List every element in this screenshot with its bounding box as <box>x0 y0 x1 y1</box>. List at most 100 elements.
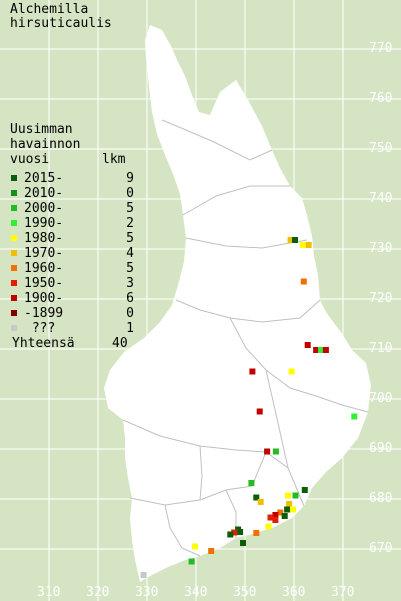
legend-period-label: 1950- <box>24 276 64 291</box>
species-name-line1: Alchemilla <box>10 2 89 17</box>
legend-period-label: 1960- <box>24 261 64 276</box>
y-tick-label: 670 <box>369 541 393 556</box>
x-tick-label: 360 <box>282 585 306 600</box>
observation-marker <box>313 347 320 353</box>
legend-swatch <box>11 250 17 256</box>
legend-period-label: 1990- <box>24 216 64 231</box>
legend-period-label: -1899 <box>24 306 64 321</box>
legend-period-label: 2000- <box>24 201 64 216</box>
y-tick-label: 720 <box>369 291 393 306</box>
observation-marker <box>188 558 195 565</box>
observation-marker <box>272 517 279 523</box>
observation-marker <box>300 278 307 285</box>
observation-marker <box>292 492 299 499</box>
observation-marker <box>318 347 324 353</box>
observation-marker <box>281 513 288 519</box>
x-tick-label: 350 <box>233 585 257 600</box>
x-tick-label: 310 <box>37 585 61 600</box>
legend-count: 5 <box>126 261 134 276</box>
observation-marker <box>140 572 147 578</box>
observation-marker <box>253 530 260 536</box>
observation-marker <box>277 509 284 516</box>
y-tick-label: 750 <box>369 141 393 156</box>
x-tick-label: 320 <box>86 585 110 600</box>
species-name-line2: hirsuticaulis <box>10 16 112 31</box>
legend-swatch <box>11 190 17 196</box>
x-tick-label: 340 <box>184 585 208 600</box>
observation-marker <box>264 448 271 455</box>
observation-marker <box>237 529 244 535</box>
observation-marker <box>351 413 358 420</box>
y-tick-label: 700 <box>369 391 393 406</box>
observation-marker <box>286 501 293 507</box>
observation-marker <box>249 368 256 375</box>
legend-count: 3 <box>126 276 134 291</box>
observation-marker <box>256 408 263 415</box>
observation-marker <box>253 494 260 501</box>
y-tick-label: 730 <box>369 241 393 256</box>
observation-marker <box>288 368 295 375</box>
legend-swatch <box>11 205 17 211</box>
legend-count: 6 <box>126 291 134 306</box>
legend-count: 1 <box>126 321 134 336</box>
observation-marker <box>290 506 296 513</box>
observation-marker <box>272 448 279 455</box>
observation-marker <box>285 492 292 499</box>
observation-marker <box>292 237 298 243</box>
observation-marker <box>304 342 311 348</box>
legend-total-label: Yhteensä <box>12 336 75 351</box>
legend-header-year: vuosi <box>10 152 50 167</box>
x-tick-label: 330 <box>135 585 159 600</box>
legend-period-label: 1980- <box>24 231 64 246</box>
legend-swatch <box>11 280 17 286</box>
legend-swatch <box>11 220 17 226</box>
legend-swatch <box>11 310 17 316</box>
x-tick-label: 370 <box>331 585 355 600</box>
y-tick-label: 690 <box>369 441 393 456</box>
legend-count: 4 <box>126 246 134 261</box>
legend-header-1: Uusimman <box>10 122 73 137</box>
observation-marker <box>208 548 215 554</box>
observation-marker <box>301 487 308 493</box>
y-tick-label: 740 <box>369 191 393 206</box>
legend-swatch <box>11 175 17 181</box>
observation-marker <box>305 242 312 248</box>
legend-count: 5 <box>126 231 134 246</box>
observation-marker <box>192 543 198 550</box>
legend-swatch <box>11 295 17 301</box>
y-tick-label: 710 <box>369 341 393 356</box>
observation-marker <box>272 512 279 518</box>
legend-period-label: 2015- <box>24 171 64 186</box>
observation-marker <box>231 529 238 536</box>
observation-marker <box>287 237 294 243</box>
y-tick-label: 770 <box>369 41 393 56</box>
observation-marker <box>257 499 264 505</box>
y-tick-label: 680 <box>369 491 393 506</box>
legend-period-label: 2010- <box>24 186 64 201</box>
observation-marker <box>240 540 246 546</box>
legend-period-label: 1970- <box>24 246 64 261</box>
legend-header-2: havainnon <box>10 137 81 152</box>
legend-header-count: lkm <box>102 152 126 167</box>
observation-markers <box>140 237 358 578</box>
legend-count: 5 <box>126 201 134 216</box>
legend-swatch <box>11 325 17 331</box>
observation-marker <box>267 514 274 521</box>
legend-total-count: 40 <box>112 336 128 351</box>
y-tick-label: 760 <box>369 91 393 106</box>
observation-marker <box>227 531 234 538</box>
legend-period-label: 1900- <box>24 291 64 306</box>
legend-count: 2 <box>126 216 134 231</box>
legend-swatch <box>11 235 17 241</box>
legend-count: 0 <box>126 306 134 321</box>
observation-marker <box>284 506 291 513</box>
legend-period-label: ??? <box>24 321 56 336</box>
legend-count: 0 <box>126 186 134 201</box>
observation-marker <box>322 347 329 353</box>
observation-marker <box>265 523 272 530</box>
finland-land-area <box>104 25 371 582</box>
legend-swatch <box>11 265 17 271</box>
observation-marker <box>248 480 255 486</box>
